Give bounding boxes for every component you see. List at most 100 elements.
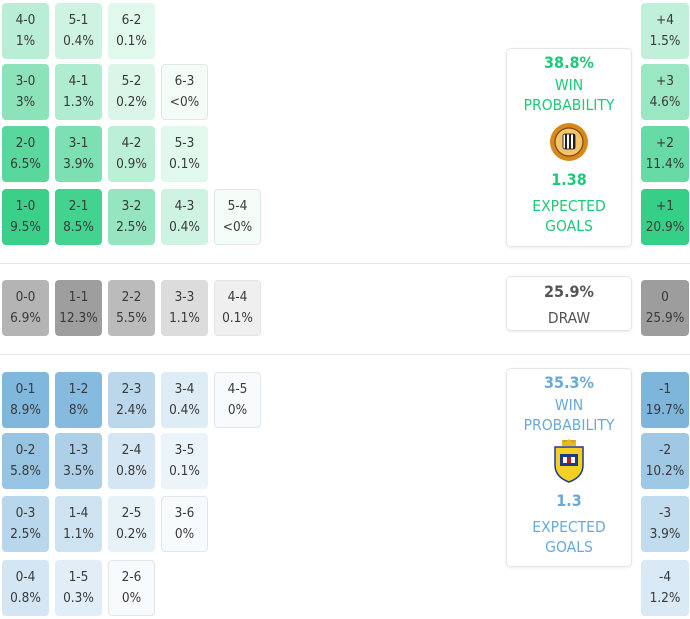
score-cell: 2-0 6.5% [2, 126, 49, 182]
score-label: 0-1 [15, 381, 36, 397]
score-label: 3-6 [174, 505, 195, 521]
margin-cell: +4 1.5% [641, 3, 689, 59]
score-cell: 5-3 0.1% [161, 126, 208, 182]
score-probability: 1% [15, 33, 36, 49]
score-cell: 0-3 2.5% [2, 496, 49, 552]
home-xg-label: EXPECTED [532, 197, 606, 215]
score-label: 4-5 [227, 381, 248, 397]
margin-cell: +1 20.9% [641, 189, 689, 245]
margin-probability: 1.5% [649, 33, 681, 49]
score-cell: 3-5 0.1% [161, 433, 208, 489]
score-label: 1-5 [68, 569, 89, 585]
score-cell: 0-4 0.8% [2, 560, 49, 616]
score-cell: 3-3 1.1% [161, 280, 208, 336]
score-cell: 4-5 0% [214, 372, 261, 428]
margin-cell: -4 1.2% [641, 560, 689, 616]
margin-probability: 20.9% [645, 219, 685, 235]
score-cell: 3-2 2.5% [108, 189, 155, 245]
score-probability: 8.9% [10, 402, 41, 418]
score-cell: 4-1 1.3% [55, 64, 102, 120]
score-label: 1-4 [68, 505, 89, 521]
score-cell: 5-4 <0% [214, 189, 261, 245]
score-cell: 6-3 <0% [161, 64, 208, 120]
score-probability: 0.1% [222, 310, 253, 326]
score-probability: 6.5% [10, 156, 41, 172]
score-probability: 2.5% [116, 219, 147, 235]
margin-label: -4 [658, 569, 672, 585]
margin-cell: +3 4.6% [641, 64, 689, 120]
away-win-percent: 35.3% [544, 373, 594, 392]
score-cell: 0-2 5.8% [2, 433, 49, 489]
score-probability: 5.8% [10, 463, 41, 479]
away-team-crest-icon [554, 439, 584, 483]
score-cell: 1-5 0.3% [55, 560, 102, 616]
away-xg-label: GOALS [545, 538, 593, 556]
score-label: 2-6 [121, 569, 142, 585]
score-label: 2-0 [15, 135, 36, 151]
score-probability: 1.1% [169, 310, 200, 326]
margin-probability: 10.2% [645, 463, 685, 479]
score-cell: 0-1 8.9% [2, 372, 49, 428]
score-label: 4-4 [227, 289, 248, 305]
draw-percent: 25.9% [544, 282, 594, 301]
score-label: 6-2 [121, 12, 142, 28]
home-win-label: PROBABILITY [523, 96, 615, 114]
score-label: 1-1 [68, 289, 89, 305]
margin-probability: 4.6% [649, 94, 681, 110]
score-probability: 0.4% [169, 402, 200, 418]
draw-label: DRAW [547, 309, 591, 327]
score-cell: 4-4 0.1% [214, 280, 261, 336]
margin-label: +3 [656, 73, 674, 89]
score-probability: 0% [121, 590, 142, 606]
score-probability: <0% [169, 94, 200, 110]
away-win-label: WIN [554, 396, 584, 414]
score-label: 5-3 [174, 135, 195, 151]
score-cell: 4-3 0.4% [161, 189, 208, 245]
score-label: 3-3 [174, 289, 195, 305]
score-label: 5-4 [227, 198, 248, 214]
score-cell: 2-5 0.2% [108, 496, 155, 552]
score-label: 3-1 [68, 135, 89, 151]
score-label: 0-2 [15, 442, 36, 458]
score-probability: 0% [227, 402, 248, 418]
away-win-card: 35.3% WIN PROBABILITY 1.3 EXPECTED GOALS [506, 368, 632, 567]
score-cell: 3-1 3.9% [55, 126, 102, 182]
score-probability: 3.9% [63, 156, 94, 172]
score-cell: 1-0 9.5% [2, 189, 49, 245]
margin-cell: +2 11.4% [641, 126, 689, 182]
home-team-crest-icon [550, 123, 588, 161]
score-label: 2-1 [68, 198, 89, 214]
margin-label: +2 [656, 135, 674, 151]
score-label: 2-2 [121, 289, 142, 305]
divider [0, 354, 690, 355]
home-win-percent: 38.8% [544, 53, 594, 72]
score-probability: 0.4% [63, 33, 94, 49]
margin-label: +1 [656, 198, 674, 214]
score-probability: 0.8% [10, 590, 41, 606]
score-probability: 0.3% [63, 590, 94, 606]
score-cell: 6-2 0.1% [108, 3, 155, 59]
margin-cell: 0 25.9% [641, 280, 689, 336]
score-probability: 0.1% [169, 156, 200, 172]
home-win-label: WIN [554, 76, 584, 94]
score-probability: 0.8% [116, 463, 147, 479]
score-cell: 1-3 3.5% [55, 433, 102, 489]
home-win-card: 38.8% WIN PROBABILITY 1.38 EXPECTED GOAL… [506, 48, 632, 247]
score-cell: 3-6 0% [161, 496, 208, 552]
score-label: 3-4 [174, 381, 195, 397]
score-cell: 1-1 12.3% [55, 280, 102, 336]
score-label: 2-3 [121, 381, 142, 397]
score-probability: 8% [68, 402, 89, 418]
score-probability: 5.5% [116, 310, 147, 326]
margin-probability: 1.2% [649, 590, 681, 606]
score-cell: 5-2 0.2% [108, 64, 155, 120]
margin-probability: 3.9% [649, 526, 681, 542]
score-probability: 0.2% [116, 526, 147, 542]
divider [0, 263, 690, 264]
score-cell: 4-0 1% [2, 3, 49, 59]
score-label: 0-4 [15, 569, 36, 585]
score-probability: <0% [222, 219, 253, 235]
score-label: 4-1 [68, 73, 89, 89]
margin-probability: 19.7% [645, 402, 685, 418]
margin-cell: -3 3.9% [641, 496, 689, 552]
